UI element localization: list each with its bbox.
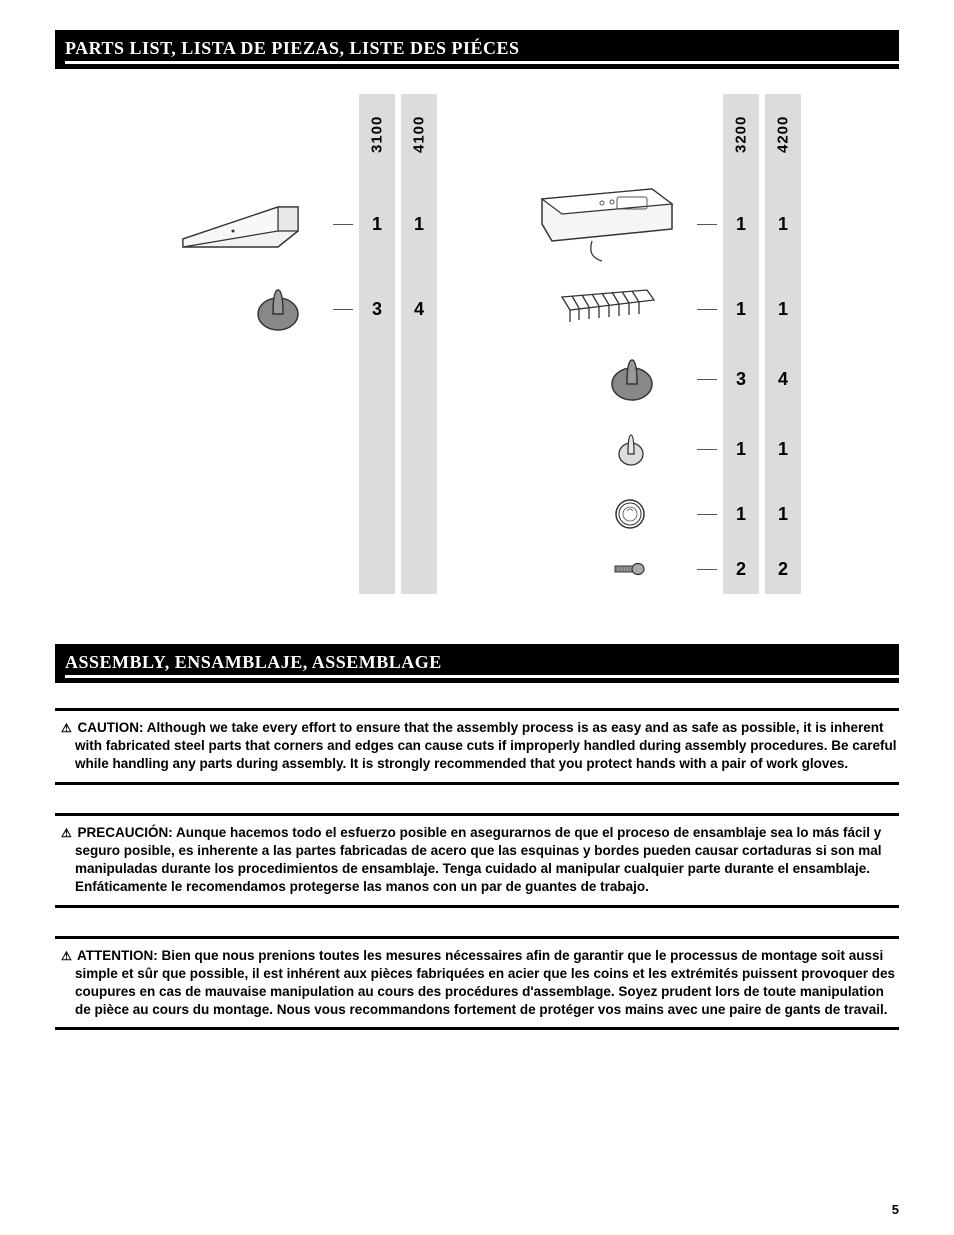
qty-cell: 2: [723, 544, 759, 594]
part-grate-icon: [517, 282, 697, 337]
qty-cell: 3: [723, 344, 759, 414]
qty-cell: 1: [765, 414, 801, 484]
parts-right-group: 3200 1 1 3 1 1 2 4200 1 1 4 1 1 2: [517, 94, 801, 594]
qty-cell: 1: [765, 484, 801, 544]
parts-right-qty-cols: 3200 1 1 3 1 1 2 4200 1 1 4 1 1 2: [717, 94, 801, 594]
qty-cell: 1: [723, 484, 759, 544]
qty-cell: 1: [401, 174, 437, 274]
qty-cell: 4: [765, 344, 801, 414]
part-shelf-right-icon: [517, 179, 697, 269]
qty-cell: 1: [765, 174, 801, 274]
qty-cell: 2: [765, 544, 801, 594]
parts-left-qty-cols: 3100 1 3 4100 1 4: [353, 94, 437, 594]
parts-list-header: PARTS LIST, LISTA DE PIEZAS, LISTE DES P…: [55, 30, 899, 69]
part-screw-icon: [517, 562, 697, 576]
parts-area: 3100 1 3 4100 1 4: [55, 94, 899, 594]
header-underline: [65, 61, 899, 64]
caution-fr: ⚠ ATTENTION: Bien que nous prenions tout…: [55, 936, 899, 1031]
caution-es-text: PRECAUCIÓN: Aunque hacemos todo el esfue…: [75, 825, 882, 895]
parts-list-title: PARTS LIST, LISTA DE PIEZAS, LISTE DES P…: [55, 30, 899, 61]
qty-cell: 1: [723, 414, 759, 484]
qty-cell: 3: [359, 274, 395, 344]
parts-left-group: 3100 1 3 4100 1 4: [153, 94, 437, 594]
page-number: 5: [892, 1202, 899, 1217]
warning-icon: ⚠: [61, 721, 72, 735]
col-header: 4100: [401, 94, 437, 174]
qty-cell: 1: [723, 274, 759, 344]
qty-cell: 4: [401, 274, 437, 344]
qty-cell: 1: [723, 174, 759, 274]
col-header: 3100: [359, 94, 395, 174]
qty-cell: 1: [765, 274, 801, 344]
caution-en: ⚠ CAUTION: Although we take every effort…: [55, 708, 899, 785]
part-shelf-left-icon: [153, 189, 333, 259]
header-underline: [65, 675, 899, 678]
part-knob-icon: [153, 284, 333, 334]
assembly-header: ASSEMBLY, ENSAMBLAJE, ASSEMBLAGE: [55, 644, 899, 683]
qty-cell: 1: [359, 174, 395, 274]
warning-icon: ⚠: [61, 949, 72, 963]
col-header: 3200: [723, 94, 759, 174]
col-header: 4200: [765, 94, 801, 174]
part-ring-icon: [517, 497, 697, 531]
part-small-knob-icon: [517, 430, 697, 468]
caution-fr-text: ATTENTION: Bien que nous prenions toutes…: [75, 948, 895, 1018]
warning-icon: ⚠: [61, 826, 72, 840]
caution-en-text: CAUTION: Although we take every effort t…: [75, 720, 897, 771]
assembly-title: ASSEMBLY, ENSAMBLAJE, ASSEMBLAGE: [55, 644, 899, 675]
part-knob-icon: [517, 354, 697, 404]
caution-es: ⚠ PRECAUCIÓN: Aunque hacemos todo el esf…: [55, 813, 899, 908]
